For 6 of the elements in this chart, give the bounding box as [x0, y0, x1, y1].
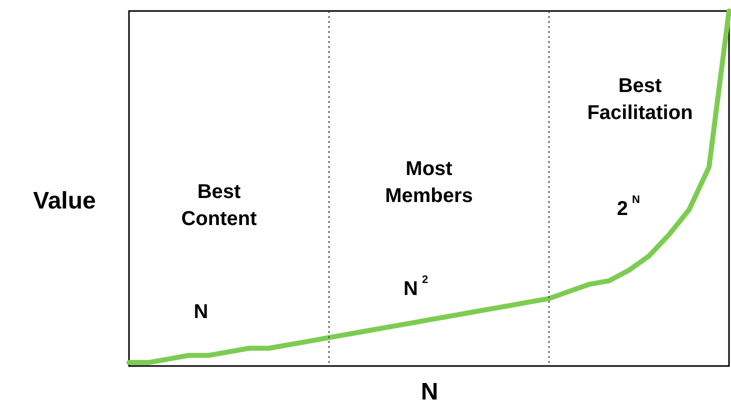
x-axis-title: N [420, 378, 438, 406]
annotation: N [194, 301, 208, 323]
annotation: Most Members [385, 158, 473, 207]
annotation: Best Content [181, 181, 258, 230]
y-axis-title: Value [33, 188, 96, 214]
annotation: Best Facilitation [587, 75, 693, 124]
